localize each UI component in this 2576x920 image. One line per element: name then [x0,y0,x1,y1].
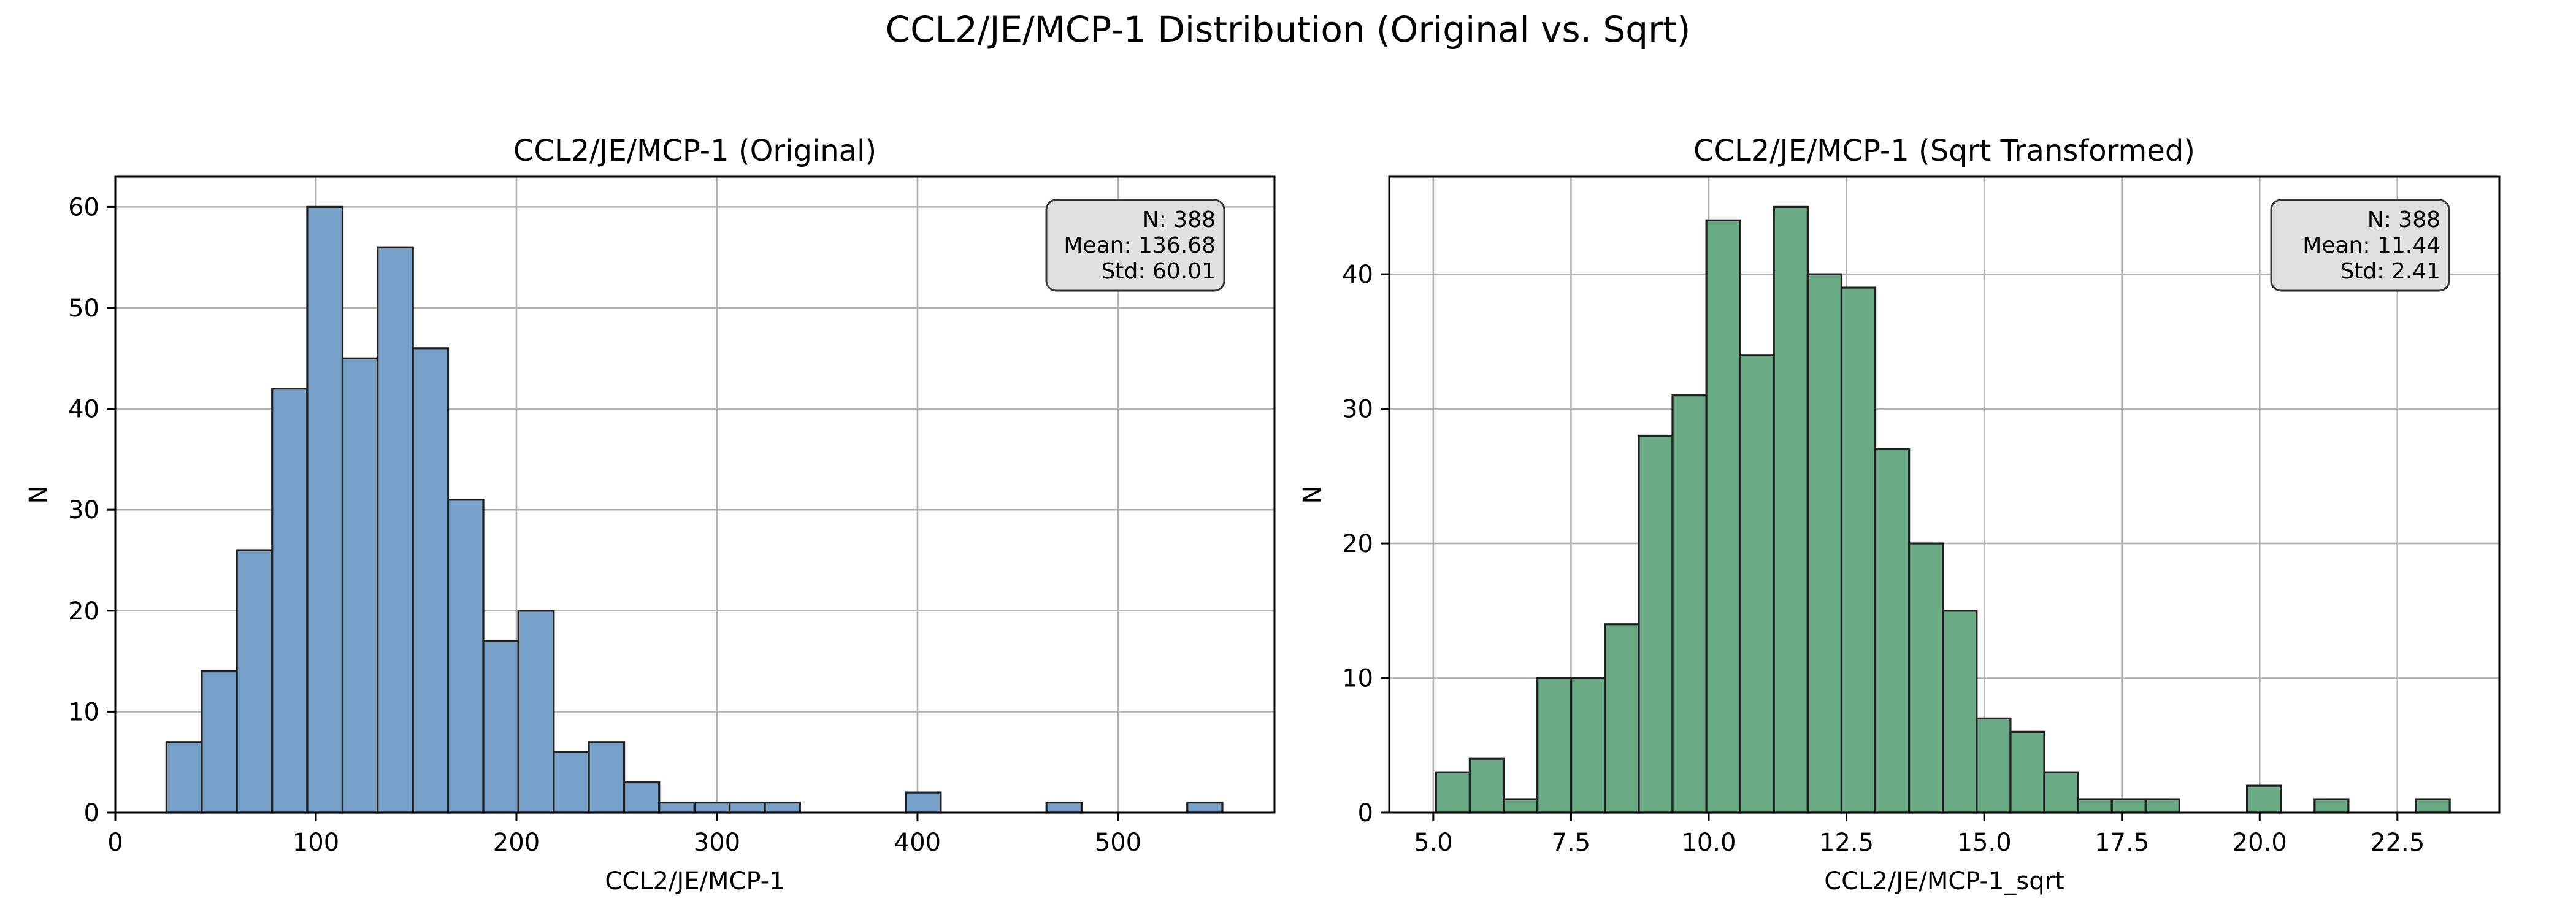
histogram-bar [447,499,485,814]
histogram-bar [728,801,766,814]
y-tick-label: 20 [68,597,99,626]
stats-line: Std: 2.41 [2340,259,2440,284]
histogram-bar [553,751,590,814]
x-tick-label: 10.0 [1681,829,1736,857]
histogram-bar [1468,757,1505,814]
histogram-bar [2110,798,2147,814]
y-tick-label: 20 [1342,530,1373,558]
histogram-bar [2009,730,2045,814]
chart-title: CCL2/JE/MCP-1 (Original) [513,134,876,168]
histogram-bar [764,801,801,814]
x-axis-label: CCL2/JE/MCP-1 [605,867,784,895]
y-tick-label: 50 [68,294,99,323]
histogram-bar [1536,677,1573,814]
histogram-bar [1604,623,1640,814]
stats-line: N: 388 [1143,207,1216,232]
histogram-bar [1773,205,1809,814]
x-tick-label: 22.5 [2370,829,2425,857]
histogram-bar [236,549,274,814]
histogram-bar [623,781,661,814]
histogram-bar [1840,286,1877,814]
y-tick-label: 0 [1358,799,1373,827]
histogram-bar [1806,273,1843,814]
histogram-bar [2313,798,2350,814]
y-tick-label: 40 [1342,261,1373,289]
y-tick-label: 0 [84,799,99,827]
chart-panel-1: 0 100 200 300 400 500 0 10 20 30 40 50 60 CCL2/JE/MCP… [25,134,1276,895]
y-axis-label: N [1298,486,1327,504]
histogram-bar [658,801,696,814]
histogram-bar [412,347,450,814]
x-tick-label: 15.0 [1957,829,2012,857]
histogram-bar [517,610,555,814]
x-tick-label: 20.0 [2233,829,2287,857]
histogram-bar [2077,798,2113,814]
histogram-bar [377,246,414,814]
histogram-bar [588,741,626,814]
histogram-bar [1671,394,1708,814]
histogram-bar [165,741,203,814]
stats-line: Std: 60.01 [1102,259,1216,284]
histogram-bar [2144,798,2180,814]
histogram-bar [1570,677,1606,814]
stats-line: N: 388 [2367,207,2440,232]
histogram-bar [1976,717,2012,814]
histogram-bar [271,388,309,814]
chart-panel-2: 5.0 7.5 10.0 12.5 15.0 17.5 20.0 22.5 0 10 20 30 40 C… [1298,134,2501,895]
histogram-bar [1908,542,1944,814]
x-tick-label: 500 [1095,829,1141,857]
histogram-bar [1705,219,1741,814]
histogram-bar [1874,448,1911,814]
histogram-bar [201,670,238,814]
stats-line: Mean: 136.68 [1064,233,1216,258]
histogram-bar [1502,798,1539,814]
histogram-bar [1435,771,1471,814]
axes-frame [1388,175,2501,814]
y-tick-label: 10 [1342,665,1373,693]
histogram-bar [341,357,379,814]
histogram-bar [1942,610,1978,814]
y-tick-label: 30 [1342,396,1373,424]
figure-title: CCL2/JE/MCP-1 Distribution (Original vs.… [885,9,1691,50]
x-tick-label: 300 [694,829,740,857]
y-tick-label: 10 [68,698,99,726]
histogram-bar [693,801,731,814]
axes-frame [114,175,1276,814]
x-tick-label: 7.5 [1552,829,1591,857]
x-tick-label: 17.5 [2095,829,2149,857]
chart-title: CCL2/JE/MCP-1 (Sqrt Transformed) [1693,134,2195,168]
y-tick-label: 30 [68,496,99,524]
stats-box-background [1045,199,1225,292]
histogram-bar [905,791,942,814]
x-tick-label: 400 [894,829,941,857]
histogram-bar [482,640,519,814]
histogram-bar [1739,354,1775,814]
histogram-bar [2043,771,2079,814]
histogram-bar [1186,801,1224,814]
x-tick-label: 12.5 [1819,829,1874,857]
x-tick-label: 5.0 [1414,829,1453,857]
y-axis-label: N [25,486,53,504]
x-tick-label: 0 [107,829,123,857]
stats-box-background [2270,199,2450,292]
histogram-bar [2245,784,2282,814]
histogram-bar [2415,798,2451,814]
x-tick-label: 200 [493,829,540,857]
y-tick-label: 40 [68,396,99,424]
x-tick-label: 100 [293,829,339,857]
x-axis-label: CCL2/JE/MCP-1_sqrt [1824,867,2064,895]
histogram-bar [1638,434,1674,814]
histogram-bar [1045,801,1083,814]
y-tick-label: 60 [68,193,99,221]
histogram-bar [306,205,344,814]
stats-line: Mean: 11.44 [2302,233,2440,258]
